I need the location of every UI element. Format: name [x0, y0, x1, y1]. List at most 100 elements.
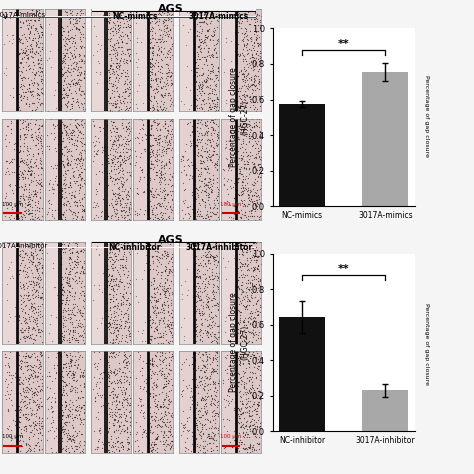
Point: [248, 212, 255, 219]
Point: [155, 417, 162, 424]
Point: [158, 250, 166, 257]
Point: [210, 125, 217, 132]
Point: [193, 77, 201, 85]
Point: [61, 306, 69, 313]
Point: [91, 394, 99, 402]
Point: [65, 336, 73, 343]
Point: [125, 380, 133, 388]
Point: [161, 124, 169, 131]
Point: [49, 121, 57, 129]
Point: [93, 150, 100, 158]
Point: [30, 367, 37, 374]
Point: [212, 90, 219, 98]
Point: [241, 238, 249, 246]
Point: [215, 69, 222, 76]
Point: [108, 214, 115, 221]
Point: [154, 420, 162, 428]
Point: [153, 402, 160, 410]
Point: [203, 27, 211, 34]
Point: [192, 435, 200, 443]
Point: [125, 408, 133, 415]
Point: [107, 285, 115, 292]
Point: [60, 179, 68, 186]
Point: [205, 212, 212, 220]
Point: [79, 206, 86, 214]
Point: [21, 355, 29, 362]
Point: [62, 53, 69, 60]
Point: [253, 300, 260, 307]
Point: [212, 301, 219, 309]
Point: [169, 266, 177, 274]
Point: [122, 105, 129, 112]
Point: [19, 48, 27, 55]
Point: [244, 315, 251, 322]
Point: [67, 255, 75, 263]
Point: [201, 382, 209, 390]
Point: [68, 140, 76, 148]
Point: [241, 200, 248, 208]
Point: [154, 148, 161, 156]
Point: [123, 296, 130, 304]
Point: [203, 353, 210, 361]
Point: [105, 18, 112, 26]
Point: [55, 188, 63, 196]
Point: [116, 422, 124, 429]
Point: [146, 265, 154, 273]
Point: [246, 135, 254, 142]
Point: [245, 328, 253, 336]
Point: [114, 7, 121, 15]
Point: [50, 214, 58, 222]
Point: [25, 65, 33, 73]
Point: [34, 419, 41, 427]
Point: [157, 161, 165, 169]
Point: [111, 197, 119, 204]
Point: [31, 11, 39, 19]
Point: [27, 352, 35, 360]
Point: [235, 414, 243, 422]
Point: [132, 50, 140, 57]
Point: [106, 369, 114, 376]
Point: [105, 249, 113, 257]
Point: [247, 353, 255, 360]
Point: [96, 378, 104, 386]
Point: [201, 442, 209, 449]
Point: [146, 55, 154, 63]
Point: [95, 348, 103, 356]
Point: [109, 335, 117, 343]
Point: [79, 245, 87, 253]
Point: [24, 292, 32, 300]
Point: [96, 68, 103, 75]
Point: [66, 270, 73, 277]
Point: [119, 358, 127, 366]
Point: [246, 55, 254, 62]
Point: [239, 333, 247, 341]
Point: [37, 85, 45, 92]
Point: [146, 205, 153, 212]
Point: [148, 333, 156, 340]
Point: [27, 159, 34, 166]
Point: [55, 210, 62, 217]
Point: [194, 205, 201, 212]
Point: [116, 134, 123, 141]
Point: [125, 16, 132, 23]
Point: [32, 326, 39, 333]
Point: [229, 151, 237, 159]
Point: [36, 193, 44, 201]
Point: [104, 265, 111, 273]
Point: [95, 59, 102, 66]
Point: [75, 17, 82, 24]
Point: [245, 161, 252, 168]
Point: [149, 49, 156, 56]
Point: [109, 264, 116, 272]
Point: [23, 403, 31, 410]
Point: [188, 205, 196, 213]
Point: [154, 263, 161, 270]
Point: [18, 391, 25, 398]
Point: [250, 316, 257, 324]
Point: [109, 282, 116, 289]
Point: [107, 94, 114, 101]
Point: [19, 73, 27, 81]
Point: [34, 16, 42, 23]
Point: [34, 326, 42, 334]
Point: [116, 410, 123, 418]
